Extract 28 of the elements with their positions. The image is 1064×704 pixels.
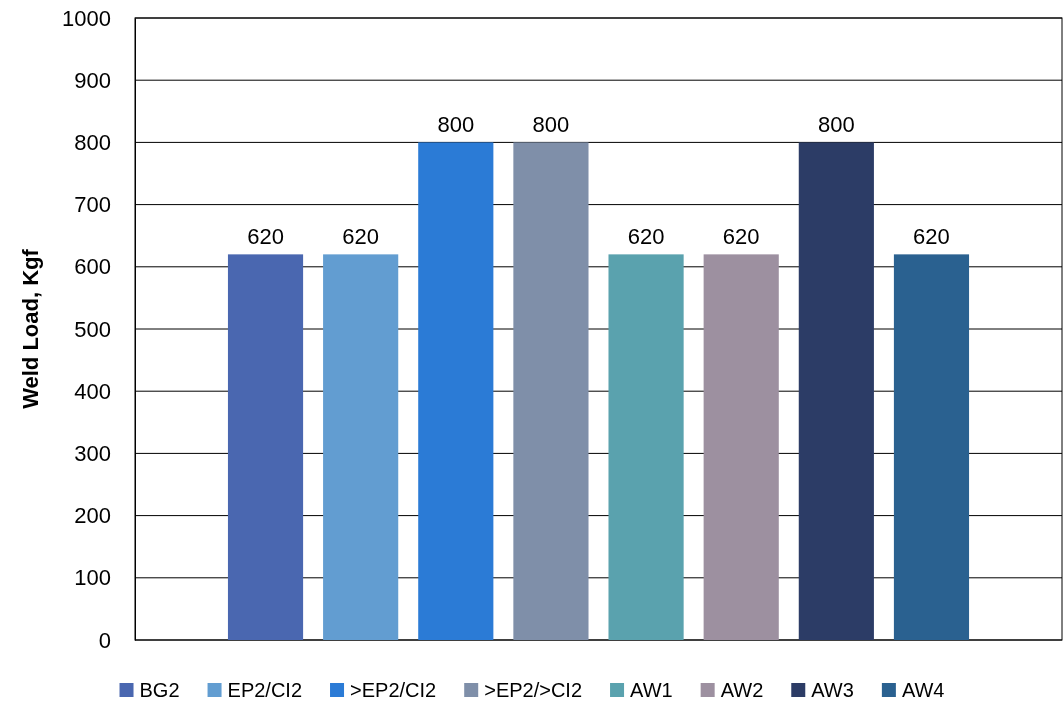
y-tick-label: 800 (74, 129, 111, 155)
y-tick-label: 900 (74, 67, 111, 93)
data-label: 620 (247, 224, 284, 250)
legend-label: AW1 (630, 679, 673, 701)
legend-label: >EP2/CI2 (350, 679, 437, 701)
y-tick-label: 1000 (62, 5, 111, 31)
legend-label: BG2 (139, 679, 180, 701)
y-tick-label: 0 (98, 627, 111, 653)
y-axis-title: Weld Load, Kgf (18, 248, 43, 409)
y-tick-label: 600 (74, 254, 111, 280)
data-label: 620 (627, 224, 665, 250)
legend-label: AW3 (811, 679, 854, 701)
legend-label: AW2 (720, 679, 764, 701)
data-label: 800 (532, 112, 570, 138)
data-label: 800 (817, 112, 855, 138)
y-tick-label: 100 (74, 565, 111, 591)
data-label: 620 (913, 224, 950, 250)
y-tick-label: 200 (74, 503, 111, 529)
y-tick-label: 500 (74, 316, 111, 342)
data-label: 620 (342, 224, 380, 250)
y-tick-label: 400 (74, 378, 111, 404)
legend-label: >EP2/>CI2 (484, 679, 583, 701)
legend-label: EP2/CI2 (227, 679, 303, 701)
y-tick-label: 300 (74, 440, 111, 466)
legend-label: AW4 (901, 679, 945, 701)
data-label: 620 (722, 224, 760, 250)
data-label: 800 (437, 112, 475, 138)
y-tick-label: 700 (74, 192, 111, 218)
